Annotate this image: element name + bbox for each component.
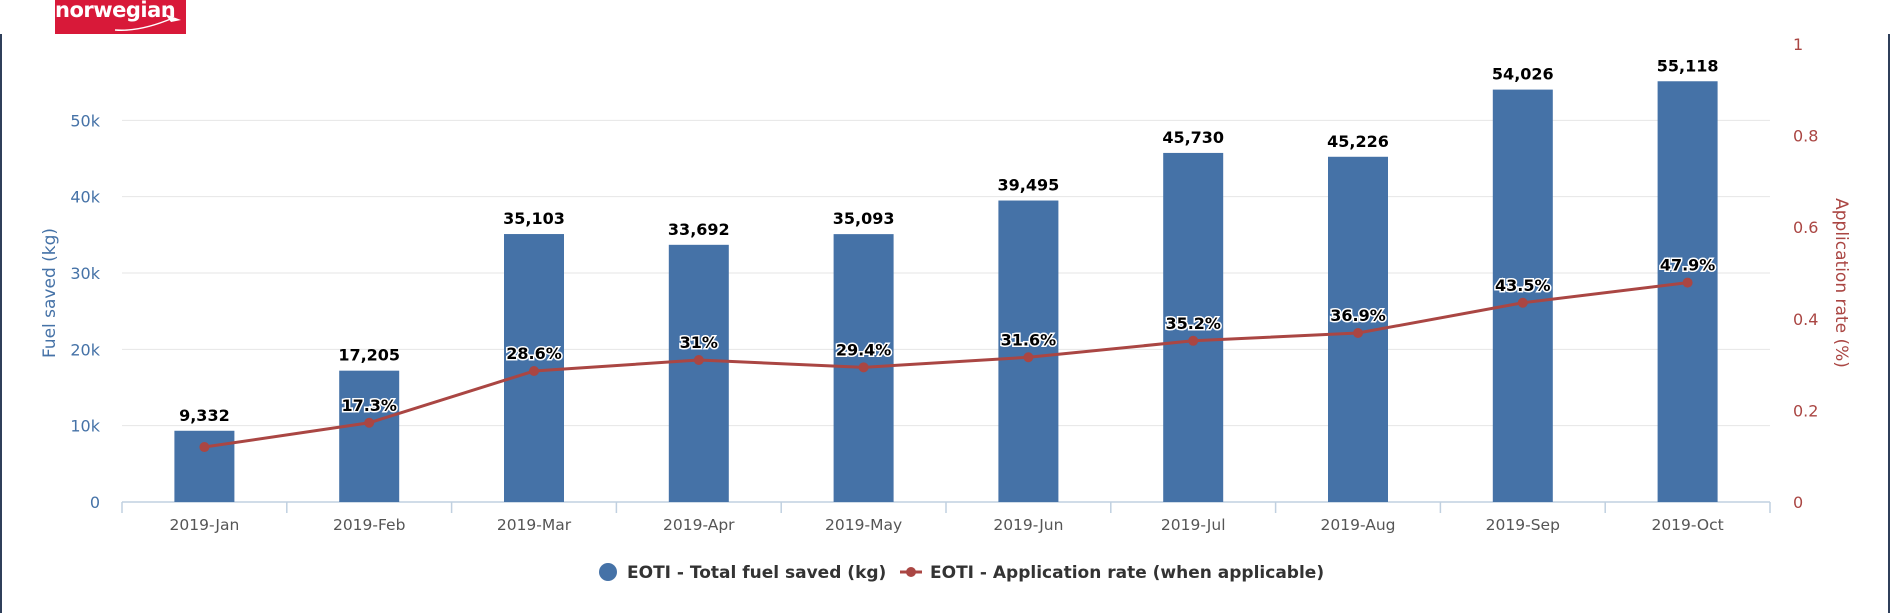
- x-tick-label: 2019-Apr: [663, 516, 735, 534]
- right-axis-title: Application rate (%): [1831, 198, 1851, 368]
- logo-wordmark: norwegian: [55, 0, 176, 22]
- line-point: [1682, 277, 1693, 288]
- line-value-label: 43.5%: [1495, 276, 1551, 295]
- x-tick-label: 2019-Mar: [497, 516, 572, 534]
- x-tick-label: 2019-Jul: [1161, 516, 1226, 534]
- bar-value-label: 45,226: [1327, 132, 1389, 151]
- frame-left-border: [0, 34, 2, 613]
- line-value-label: 31.6%: [1001, 330, 1057, 349]
- x-tick-label: 2019-Aug: [1321, 516, 1396, 534]
- left-tick-label: 30k: [70, 264, 100, 283]
- right-tick-label: 0.4: [1793, 310, 1818, 329]
- x-axis: 2019-Jan 2019-Feb 2019-Mar 2019-Apr 2019-May…: [121, 501, 1771, 534]
- bar-value-label: 17,205: [338, 346, 400, 365]
- line-value-label: 29.4%: [836, 340, 892, 359]
- bar-value-label: 39,495: [998, 176, 1060, 195]
- x-tick-label: 2019-Sep: [1486, 516, 1560, 534]
- legend: EOTI - Total fuel saved (kg) EOTI - Appli…: [599, 563, 1324, 583]
- x-tick-label: 2019-Jan: [170, 516, 240, 534]
- bar: [1163, 152, 1224, 502]
- line-point: [1023, 352, 1034, 363]
- line-point: [1188, 335, 1199, 346]
- bar-value-label: 33,692: [668, 220, 730, 239]
- line-value-label: 17.3%: [341, 396, 397, 415]
- data-labels: 9,332 17,205 35,103 33,692 35,093 39,495 45,73…: [179, 56, 1718, 424]
- line-point: [858, 362, 869, 373]
- bar-value-label: 35,093: [833, 209, 895, 228]
- series-line: [204, 281, 1688, 449]
- left-tick-label: 10k: [70, 417, 100, 436]
- line-point: [199, 442, 210, 453]
- left-tick-label: 0: [90, 493, 100, 512]
- line-point: [693, 355, 704, 366]
- legend-line-marker: [906, 567, 916, 577]
- plane-swoosh-icon: [114, 14, 181, 31]
- bar: [668, 244, 729, 502]
- bar-value-label: 9,332: [179, 406, 230, 425]
- x-tick-label: 2019-Feb: [333, 516, 405, 534]
- bar-series: [174, 81, 1718, 503]
- right-tick-label: 0.6: [1793, 218, 1818, 237]
- right-y-axis: 0 0.2 0.4 0.6 0.8 1 Application rate (%): [1793, 35, 1851, 512]
- line-point: [1353, 327, 1363, 338]
- left-tick-label: 20k: [70, 340, 100, 359]
- line-value-label: 31%: [680, 333, 718, 352]
- line-value-label: 36.9%: [1330, 306, 1386, 325]
- line-point: [364, 417, 375, 428]
- line-value-label: 28.6%: [506, 344, 562, 363]
- frame-right-border: [1888, 34, 1890, 613]
- legend-line-label: EOTI - Application rate (when applicable…: [930, 563, 1324, 583]
- bar: [1657, 81, 1718, 502]
- x-tick-label: 2019-Oct: [1651, 516, 1723, 534]
- line-point: [1517, 297, 1528, 308]
- norwegian-logo: norwegian: [55, 0, 186, 34]
- legend-bar-label: EOTI - Total fuel saved (kg): [627, 563, 886, 583]
- line-value-label: 47.9%: [1660, 256, 1716, 275]
- line-point: [529, 366, 539, 377]
- bar: [339, 370, 400, 502]
- bar-value-label: 55,118: [1657, 56, 1719, 75]
- bar: [1492, 89, 1553, 502]
- bar-value-label: 54,026: [1492, 65, 1554, 84]
- right-tick-label: 0.2: [1793, 401, 1818, 420]
- legend-bar-marker: [599, 563, 617, 581]
- right-tick-label: 0: [1793, 493, 1803, 512]
- line-series: [199, 277, 1693, 453]
- right-tick-label: 1: [1793, 35, 1803, 54]
- bar: [174, 430, 235, 502]
- bar-value-label: 45,730: [1162, 128, 1224, 147]
- right-tick-label: 0.8: [1793, 127, 1818, 146]
- bar-value-label: 35,103: [503, 209, 565, 228]
- line-value-label: 35.2%: [1165, 314, 1221, 333]
- left-axis-title: Fuel saved (kg): [40, 228, 60, 358]
- bar: [998, 200, 1059, 503]
- left-tick-label: 40k: [70, 188, 100, 207]
- left-tick-label: 50k: [70, 111, 100, 130]
- left-y-axis: 0 10k 20k 30k 40k 50k Fuel saved (kg): [40, 111, 101, 512]
- x-tick-label: 2019-May: [825, 516, 902, 534]
- x-tick-label: 2019-Jun: [993, 516, 1063, 534]
